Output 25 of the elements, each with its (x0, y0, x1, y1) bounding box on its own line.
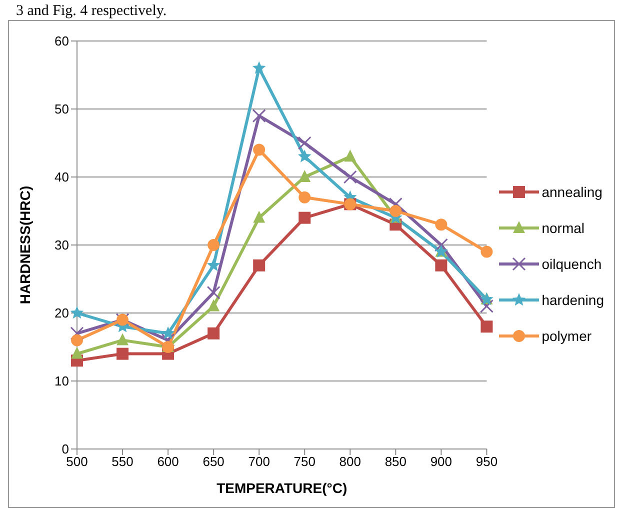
y-tick-label: 60 (54, 34, 69, 49)
y-tick-label: 10 (54, 374, 69, 389)
x-tick-label: 650 (202, 454, 224, 470)
x-tick-label: 750 (294, 454, 316, 470)
legend-label: hardening (542, 292, 604, 308)
x-tick-label: 850 (384, 454, 407, 470)
y-tick-label: 20 (54, 306, 69, 321)
y-tick-label: 50 (54, 102, 69, 117)
y-tick-label: 0 (62, 442, 69, 457)
legend-label: annealing (542, 184, 602, 200)
x-tick-label: 950 (476, 454, 498, 470)
legend-label: normal (542, 220, 585, 236)
x-axis-title: TEMPERATURE(°C) (216, 480, 348, 496)
text: 3 and Fig. 4 respectively. (16, 2, 168, 20)
y-tick-label: 40 (54, 170, 69, 185)
legend-label: oilquench (542, 256, 602, 272)
x-tick-label: 800 (339, 454, 361, 470)
x-tick-label: 700 (248, 454, 270, 470)
y-axis-title: HARDNESS(HRC) (16, 186, 33, 304)
legend-label: polymer (542, 328, 592, 344)
x-tick-label: 550 (112, 454, 134, 470)
y-tick-label: 30 (54, 238, 69, 253)
x-tick-label: 500 (66, 454, 88, 470)
x-tick-label: 600 (157, 454, 179, 470)
x-tick-label: 900 (430, 454, 452, 470)
